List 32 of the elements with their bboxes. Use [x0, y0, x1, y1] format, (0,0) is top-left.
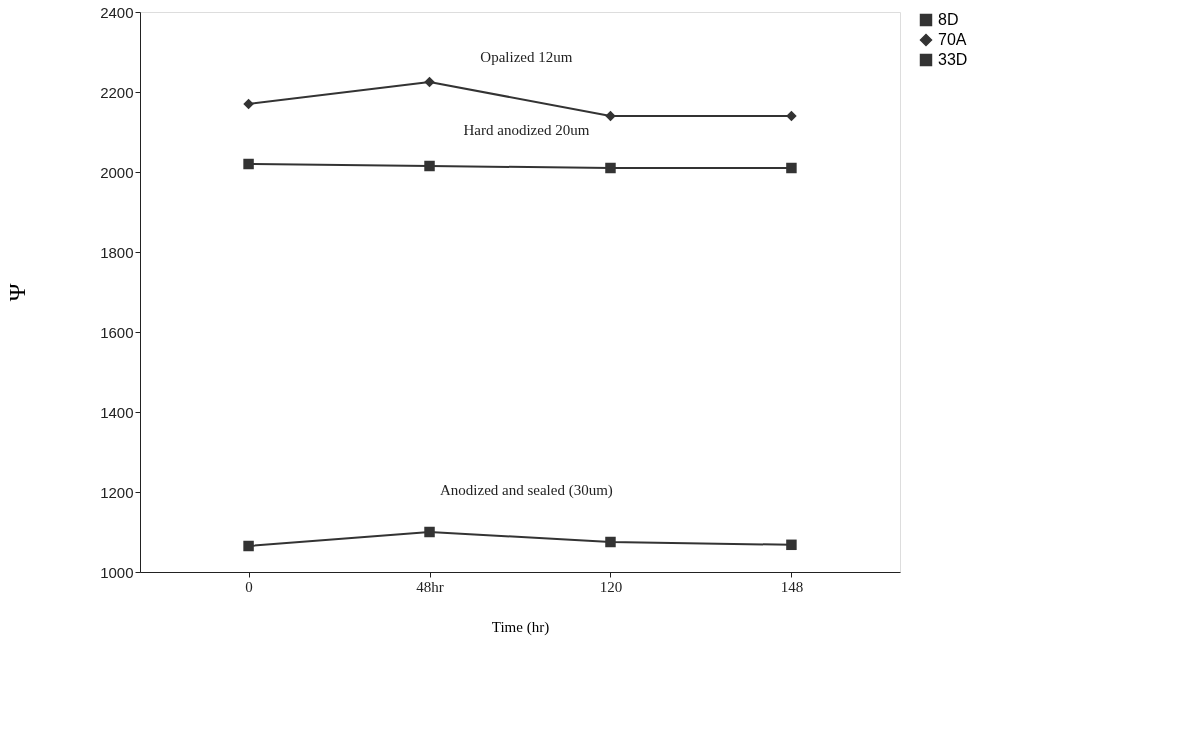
- x-tick-label: 148: [780, 578, 804, 595]
- y-tick-label: 2000: [100, 163, 134, 181]
- y-tick-label: 1000: [100, 563, 134, 581]
- point: [243, 158, 254, 170]
- point: [605, 536, 616, 548]
- y-tick-label: 2400: [100, 3, 134, 21]
- y-tick-label: 2200: [100, 83, 134, 101]
- y-tick-label: 1800: [100, 243, 134, 261]
- y-tick-label: 1400: [100, 403, 134, 421]
- x-axis-title: Time (hr): [491, 618, 550, 636]
- legend-label: 70A: [938, 31, 967, 48]
- point: [786, 539, 797, 551]
- point: [605, 110, 616, 122]
- point: [424, 526, 435, 538]
- annotation: Hard anodized 20um: [463, 122, 590, 138]
- point: [424, 160, 435, 172]
- legend-label: 8D: [938, 11, 959, 28]
- point: [243, 540, 254, 552]
- y-tick-label: 1600: [100, 323, 134, 341]
- point: [786, 162, 797, 174]
- y-axis-title: Ψ: [4, 283, 31, 302]
- point: [243, 98, 254, 110]
- point: [786, 110, 797, 122]
- point: [424, 76, 435, 88]
- annotation: Anodized and sealed (30um): [439, 482, 613, 499]
- legend-label: 33D: [938, 51, 968, 68]
- x-tick-label: 48hr: [416, 578, 444, 595]
- annotation: Opalized 12um: [480, 49, 573, 65]
- point: [605, 162, 616, 174]
- x-tick-label: 0: [245, 578, 253, 595]
- x-tick-label: 120: [599, 578, 623, 595]
- y-tick-label: 1200: [100, 483, 134, 501]
